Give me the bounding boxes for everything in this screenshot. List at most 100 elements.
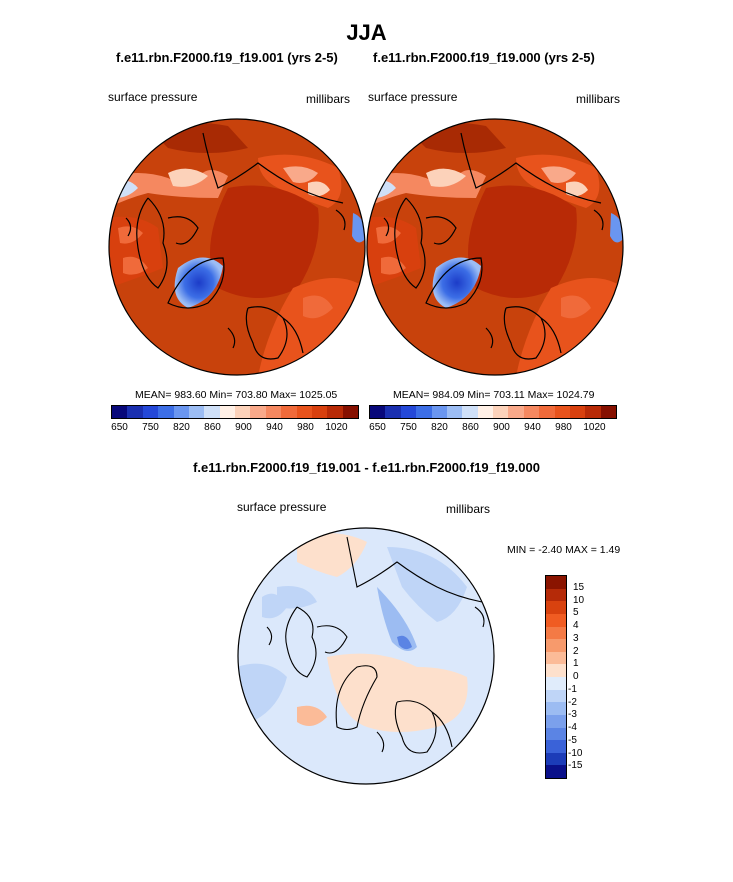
- difference-colorbar-tick-label: -15: [568, 760, 583, 772]
- difference-colorbar-swatch: [546, 689, 566, 703]
- panel-1-colorbar-swatch: [142, 406, 159, 418]
- panel-2-colorbar-swatch: [446, 406, 463, 418]
- panel-1-colorbar-tick-label: 820: [173, 422, 190, 433]
- panel-2-colorbar-swatch: [462, 406, 478, 418]
- panel-2-colorbar-swatch: [539, 406, 555, 418]
- panel-2-colorbar-tick-label: 940: [524, 422, 541, 433]
- difference-colorbar-swatch: [546, 651, 566, 665]
- panel-1-colorbar-swatch: [265, 406, 282, 418]
- difference-polar-map: [237, 527, 495, 785]
- difference-units-label: millibars: [446, 502, 491, 516]
- panel-1-colorbar-swatch: [327, 406, 343, 418]
- panel-1-colorbar-swatch: [311, 406, 328, 418]
- panel-1-colorbar-tick-label: 980: [297, 422, 314, 433]
- panel-1-colorbar-swatch: [188, 406, 205, 418]
- panel-2-colorbar-swatch: [431, 406, 447, 418]
- difference-colorbar: [545, 575, 567, 779]
- difference-colorbar-swatch: [546, 752, 566, 766]
- difference-colorbar-tick-label: 2: [573, 645, 579, 657]
- panel-2-colorbar-swatch: [385, 406, 401, 418]
- panel-1-polar-map: [108, 118, 366, 376]
- panel-2-units-label: millibars: [576, 92, 621, 106]
- panel-2-stats: MEAN= 984.09 Min= 703.11 Max= 1024.79: [393, 389, 595, 401]
- difference-colorbar-swatch: [546, 727, 566, 741]
- difference-colorbar-tick-label: 15: [573, 581, 585, 593]
- panel-1-colorbar-swatch: [235, 406, 251, 418]
- difference-colorbar-swatch: [546, 740, 566, 753]
- panel-1-title: f.e11.rbn.F2000.f19_f19.001 (yrs 2-5): [116, 50, 338, 65]
- difference-colorbar-tick-label: 5: [573, 607, 579, 619]
- panel-1-colorbar-swatch: [112, 406, 128, 418]
- difference-colorbar-swatch: [546, 626, 566, 640]
- panel-1-colorbar: 650 750 820 860 900 940 980 1020: [111, 405, 359, 434]
- panel-2-coastlines: [383, 132, 604, 360]
- difference-colorbar-swatch: [546, 576, 566, 589]
- difference-colorbar-swatch: [546, 765, 566, 778]
- difference-colorbar-swatches: [545, 575, 567, 779]
- panel-1-colorbar-swatch: [127, 406, 143, 418]
- panel-2-colorbar-swatch: [400, 406, 417, 418]
- panel-1-colorbar-tick-label: 1020: [325, 422, 348, 433]
- panel-2-colorbar-tick-label: 980: [555, 422, 572, 433]
- difference-colorbar-tick-label: 1: [573, 658, 579, 670]
- panel-2-colorbar-swatch: [554, 406, 570, 418]
- panel-2-colorbar-swatch: [569, 406, 586, 418]
- panel-2-colorbar-swatch: [585, 406, 601, 418]
- panel-2-title: f.e11.rbn.F2000.f19_f19.000 (yrs 2-5): [373, 50, 595, 65]
- panel-1-colorbar-swatch: [158, 406, 174, 418]
- difference-colorbar-swatch: [546, 664, 566, 677]
- panel-1-colorbar-swatch: [204, 406, 220, 418]
- panel-1-greenland-low: [174, 257, 223, 308]
- panel-2-colorbar: 650 750 820 860 900 940 980 1020: [369, 405, 617, 434]
- difference-colorbar-swatch: [546, 588, 566, 602]
- difference-colorbar-tick-label: 10: [573, 594, 585, 606]
- difference-colorbar-swatch: [546, 677, 566, 690]
- panel-1-colorbar-swatch: [173, 406, 189, 418]
- difference-colorbar-tick-label: -5: [568, 734, 577, 746]
- panel-2-colorbar-tick-label: 750: [400, 422, 417, 433]
- panel-2-colorbar-tick-label: 860: [462, 422, 479, 433]
- difference-colorbar-tick-label: -3: [568, 709, 577, 721]
- difference-minmax: MIN = -2.40 MAX = 1.49: [507, 544, 621, 556]
- panel-1-colorbar-swatch: [296, 406, 312, 418]
- panel-2-colorbar-tick-label: 900: [493, 422, 510, 433]
- panel-2-colorbar-tick-label: 650: [369, 422, 386, 433]
- panel-2-colorbar-swatch: [493, 406, 509, 418]
- panel-2-colorbar-tick-label: 1020: [583, 422, 606, 433]
- panel-2-greenland-low: [432, 257, 481, 308]
- panel-2-colorbar-swatch: [600, 406, 616, 418]
- panel-1-colorbar-labels: 650 750 820 860 900 940 980 1020: [111, 422, 359, 434]
- panel-2-colorbar-swatch: [508, 406, 524, 418]
- difference-colorbar-swatch: [546, 613, 566, 627]
- difference-colorbar-tick-label: 0: [573, 671, 579, 682]
- panel-1-colorbar-tick-label: 940: [266, 422, 283, 433]
- panel-1-colorbar-tick-label: 650: [111, 422, 128, 433]
- panel-1-colorbar-swatch: [342, 406, 358, 418]
- panel-2-variable-label: surface pressure: [368, 90, 458, 104]
- difference-colorbar-swatch: [546, 601, 566, 614]
- difference-colorbar-tick-label: 4: [573, 620, 579, 631]
- panel-1-colorbar-swatches: [111, 405, 359, 419]
- panel-1-colorbar-swatch: [281, 406, 297, 418]
- panel-2-colorbar-swatch: [416, 406, 432, 418]
- panel-2-colorbar-swatch: [477, 406, 493, 418]
- panel-2-colorbar-swatch: [370, 406, 386, 418]
- panel-1-variable-label: surface pressure: [108, 90, 198, 104]
- difference-colorbar-swatch: [546, 714, 566, 728]
- panel-2-colorbar-labels: 650 750 820 860 900 940 980 1020: [369, 422, 617, 434]
- difference-colorbar-tick-label: -2: [568, 696, 577, 708]
- difference-coastlines: [266, 536, 485, 754]
- panel-2-colorbar-swatches: [369, 405, 617, 419]
- difference-colorbar-tick-label: -4: [568, 722, 577, 733]
- difference-colorbar-swatch: [546, 639, 566, 652]
- figure-title: JJA: [346, 20, 387, 45]
- difference-colorbar-swatch: [546, 702, 566, 715]
- panel-2-colorbar-tick-label: 820: [431, 422, 448, 433]
- panel-1-colorbar-swatch: [219, 406, 235, 418]
- panel-1-colorbar-tick-label: 750: [142, 422, 159, 433]
- difference-colorbar-tick-label: -1: [568, 683, 577, 695]
- panel-1-units-label: millibars: [306, 92, 351, 106]
- difference-colorbar-labels: 15 10 5 4 3 2 1 0 -1 -2 -3 -4 -5 -10 -15: [568, 575, 610, 779]
- panel-1-colorbar-tick-label: 900: [235, 422, 252, 433]
- panel-1-colorbar-swatch: [250, 406, 266, 418]
